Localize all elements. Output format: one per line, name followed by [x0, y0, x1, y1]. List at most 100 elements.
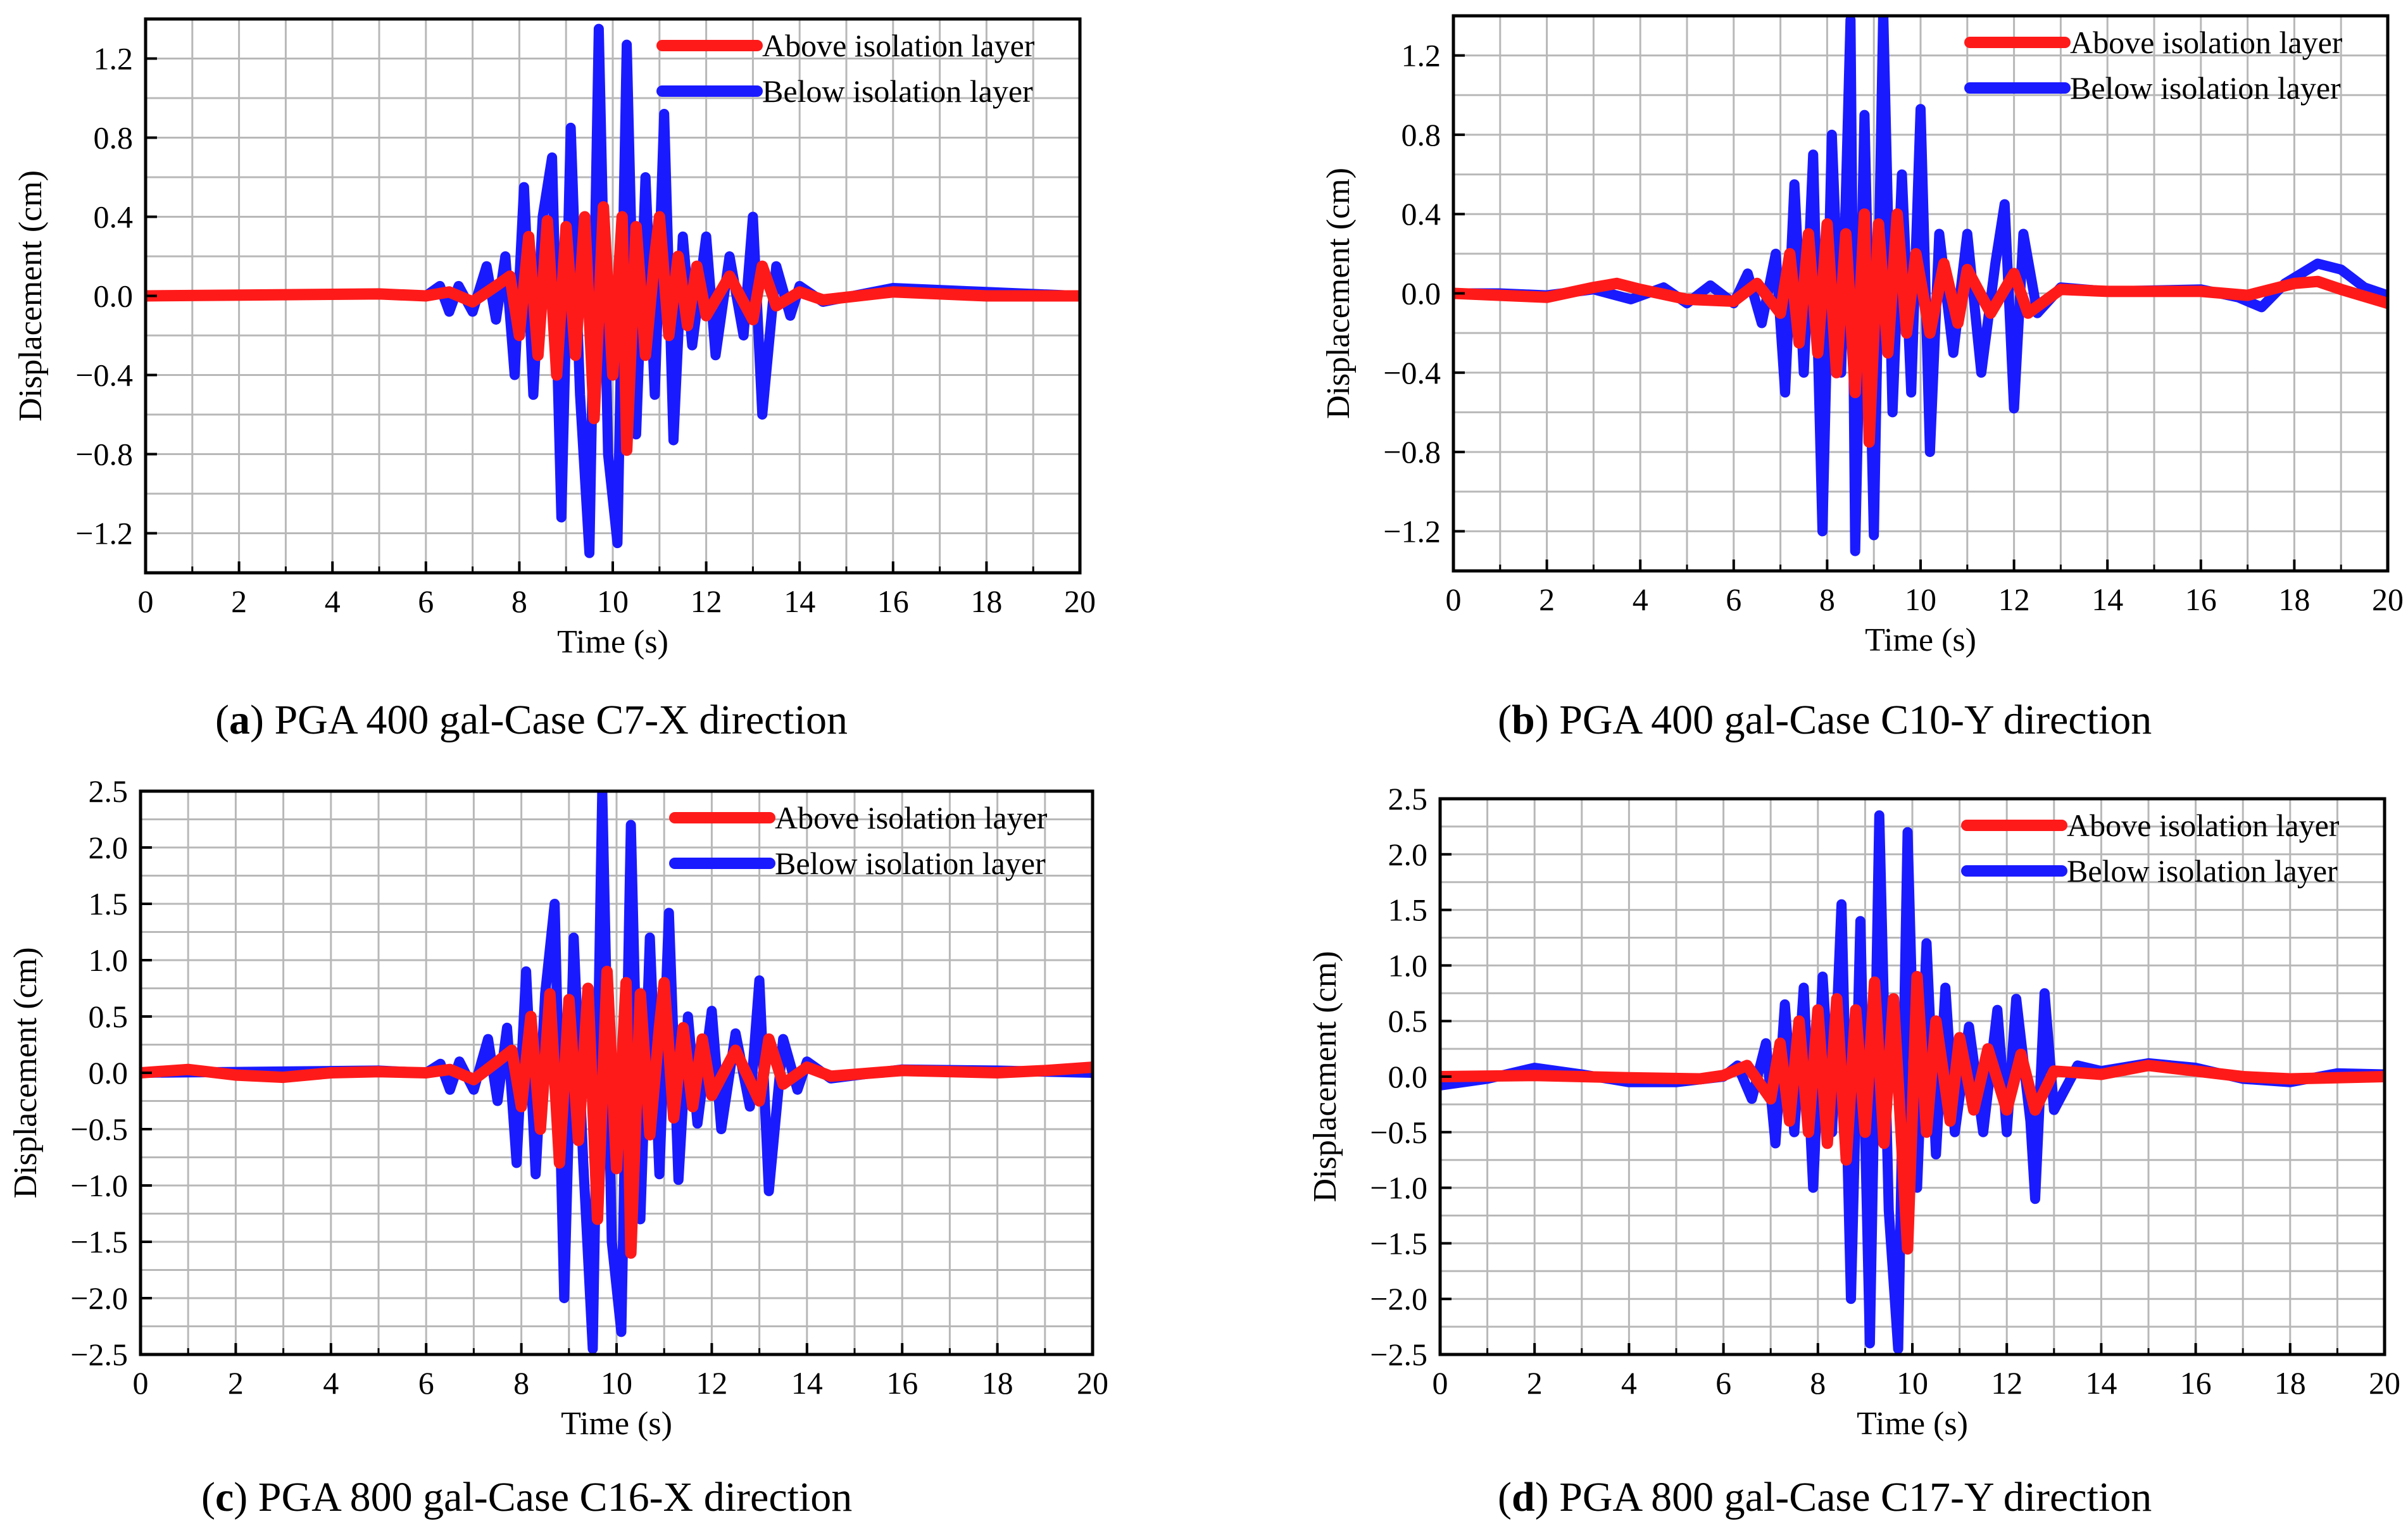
y-tick-label: −1.5	[70, 1224, 128, 1260]
y-tick-label: 0.0	[1402, 276, 1441, 311]
legend-label-above: Above isolation layer	[2067, 808, 2340, 843]
x-tick-label: 18	[982, 1365, 1013, 1401]
x-tick-label: 2	[231, 584, 247, 619]
caption-d-letter: d	[1511, 1474, 1535, 1520]
y-tick-label: −0.5	[70, 1111, 128, 1147]
y-tick-label: 2.0	[89, 830, 129, 865]
caption-d-open: (	[1498, 1474, 1512, 1520]
x-tick-label: 18	[2274, 1365, 2306, 1401]
y-tick-label: −1.5	[1370, 1225, 1427, 1261]
caption-a: (a) PGA 400 gal-Case C7-X direction	[215, 696, 848, 744]
y-tick-label: −0.8	[75, 437, 133, 472]
caption-a-text: PGA 400 gal-Case C7-X direction	[263, 697, 848, 743]
series-line-below	[146, 23, 1080, 558]
x-tick-label: 0	[1433, 1365, 1448, 1401]
x-tick-label: 4	[323, 1365, 339, 1401]
x-axis-label: Time (s)	[1865, 622, 1976, 658]
y-tick-label: −1.2	[1383, 513, 1441, 549]
y-tick-label: 0.0	[89, 1055, 129, 1091]
caption-a-open: (	[215, 697, 229, 743]
caption-a-close: )	[249, 697, 264, 743]
series-line-below	[141, 791, 1093, 1354]
x-tick-label: 8	[511, 584, 527, 619]
x-tick-label: 2	[228, 1365, 244, 1401]
y-axis-label: Displacement (cm)	[13, 170, 49, 422]
x-tick-label: 14	[2085, 1365, 2117, 1401]
legend-label-above: Above isolation layer	[2070, 25, 2343, 60]
x-tick-label: 20	[1064, 584, 1096, 619]
legend-label-below: Below isolation layer	[2070, 70, 2341, 106]
series-line-above	[146, 201, 1080, 456]
y-tick-label: 1.2	[1402, 38, 1441, 73]
x-tick-label: 16	[886, 1365, 918, 1401]
x-tick-label: 10	[601, 1365, 632, 1401]
caption-d-close: )	[1534, 1474, 1549, 1520]
x-tick-label: 18	[970, 584, 1002, 619]
x-tick-label: 6	[1715, 1365, 1731, 1401]
y-tick-label: 0.0	[1388, 1059, 1428, 1094]
caption-b-open: (	[1498, 697, 1512, 743]
panel-c: 0 2 4 6 8 10 12 14 16 18 20 −2.5 −2.0 −1.5 −1.0 −0.5 0.0…	[8, 773, 1108, 1442]
caption-c-open: (	[201, 1474, 215, 1520]
y-tick-label: 2.5	[89, 773, 129, 809]
x-tick-label: 0	[133, 1365, 149, 1401]
x-tick-label: 14	[791, 1365, 823, 1401]
y-tick-label: 1.5	[1388, 892, 1428, 928]
x-tick-label: 16	[877, 584, 909, 619]
x-tick-label: 4	[1621, 1365, 1637, 1401]
x-tick-label: 16	[2185, 582, 2217, 617]
x-tick-label: 4	[325, 584, 341, 619]
x-tick-label: 18	[2278, 582, 2310, 617]
y-tick-label: −1.0	[70, 1168, 128, 1203]
legend-label-below: Below isolation layer	[2067, 853, 2338, 889]
x-tick-label: 10	[1897, 1365, 1928, 1401]
caption-d-text: PGA 800 gal-Case C17-Y direction	[1548, 1474, 2152, 1520]
y-tick-label: 1.2	[94, 41, 134, 77]
legend-label-above: Above isolation layer	[762, 28, 1035, 63]
series-line-above	[1440, 971, 2385, 1255]
y-tick-label: −2.5	[1370, 1337, 1427, 1372]
y-axis-label: Displacement (cm)	[1307, 951, 1343, 1202]
caption-b-text: PGA 400 gal-Case C10-Y direction	[1548, 697, 2152, 743]
series-line-below	[1440, 810, 2385, 1354]
x-tick-label: 2	[1539, 582, 1555, 617]
caption-b-close: )	[1534, 697, 1549, 743]
x-tick-label: 8	[513, 1365, 529, 1401]
x-axis-label: Time (s)	[557, 624, 668, 660]
y-tick-label: 2.0	[1388, 837, 1428, 872]
x-axis-label: Time (s)	[561, 1406, 672, 1442]
y-axis-label: Displacement (cm)	[8, 947, 44, 1198]
caption-b: (b) PGA 400 gal-Case C10-Y direction	[1498, 696, 2152, 744]
legend-label-above: Above isolation layer	[775, 800, 1048, 835]
panel-a: 0 2 4 6 8 10 12 14 16 18 20 −1.2 −0.8 −0.4 0.0 0.4 0.8 1.…	[13, 17, 1096, 660]
x-tick-label: 16	[2180, 1365, 2212, 1401]
y-tick-label: −0.4	[75, 358, 133, 393]
x-tick-label: 0	[1446, 582, 1462, 617]
y-tick-label: 1.5	[89, 886, 129, 922]
panel-d: 0 2 4 6 8 10 12 14 16 18 20 −2.5 −2.0 −1.5 −1.0 −0.5 0.0…	[1307, 781, 2400, 1442]
y-tick-label: −0.4	[1383, 355, 1441, 391]
x-tick-label: 14	[784, 584, 815, 619]
x-tick-label: 2	[1527, 1365, 1543, 1401]
caption-c-close: )	[234, 1474, 248, 1520]
x-tick-label: 10	[597, 584, 629, 619]
y-tick-label: −0.5	[1370, 1115, 1427, 1150]
y-tick-label: 0.8	[94, 120, 134, 156]
x-tick-label: 20	[2372, 582, 2404, 617]
x-tick-label: 6	[418, 1365, 434, 1401]
x-tick-label: 20	[1077, 1365, 1108, 1401]
x-tick-label: 12	[1991, 1365, 2022, 1401]
y-axis-label: Displacement (cm)	[1320, 168, 1357, 419]
y-tick-label: 2.5	[1388, 781, 1428, 816]
x-axis-label: Time (s)	[1857, 1406, 1968, 1442]
x-tick-label: 14	[2091, 582, 2123, 617]
x-tick-label: 6	[418, 584, 434, 619]
y-tick-label: −1.2	[75, 516, 133, 551]
y-tick-label: 1.0	[89, 942, 129, 978]
x-tick-label: 12	[696, 1365, 727, 1401]
y-tick-label: 0.8	[1402, 117, 1441, 153]
x-tick-label: 10	[1905, 582, 1936, 617]
caption-b-letter: b	[1511, 697, 1535, 743]
y-tick-label: 0.0	[94, 278, 134, 314]
